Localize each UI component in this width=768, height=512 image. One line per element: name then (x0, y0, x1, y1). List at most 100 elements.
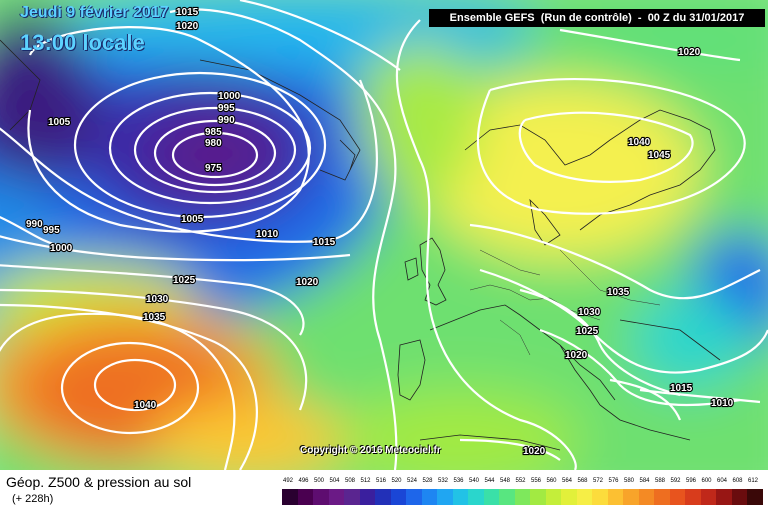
scale-label: 576 (608, 478, 619, 484)
isobar-label: 1015 (670, 383, 693, 394)
scale-swatch (685, 489, 701, 505)
scale-swatch (328, 489, 344, 505)
isobar-label: 1025 (173, 275, 196, 286)
scale-swatch (731, 489, 747, 505)
scale-swatch (669, 489, 685, 505)
isobar-label: 1000 (50, 243, 73, 254)
isobar-label: 1030 (578, 307, 601, 318)
scale-label: 532 (437, 478, 448, 484)
lead-time: (+ 228h) (12, 493, 54, 505)
scale-label: 492 (282, 478, 293, 484)
isobar-label: 1035 (143, 312, 166, 323)
isobar-label: 1030 (146, 294, 169, 305)
scale-swatch (607, 489, 623, 505)
isobar-label: 1020 (296, 277, 319, 288)
isobar-label: 1025 (576, 326, 599, 337)
scale-label: 552 (515, 478, 526, 484)
scale-swatch (623, 489, 639, 505)
isobar-label: 980 (205, 138, 222, 149)
forecast-date: Jeudi 9 février 2017 (20, 4, 169, 21)
isobar-label: 1035 (607, 287, 630, 298)
scale-label: 572 (592, 478, 603, 484)
isobar-label: 1015 (313, 237, 336, 248)
scale-swatch (406, 489, 422, 505)
scale-label: 548 (499, 478, 510, 484)
scale-swatch (421, 489, 437, 505)
isobar-label: 995 (43, 225, 60, 236)
scale-label: 608 (732, 478, 743, 484)
scale-swatch (638, 489, 654, 505)
isobar-label: 1020 (176, 21, 199, 32)
scale-label: 580 (623, 478, 634, 484)
scale-label: 504 (329, 478, 340, 484)
isobar-label: 975 (205, 163, 222, 174)
scale-label: 596 (685, 478, 696, 484)
chart-title: Géop. Z500 & pression au sol (6, 474, 192, 490)
run-info-banner: Ensemble GEFS (Run de contrôle) - 00 Z d… (429, 9, 765, 27)
scale-label: 592 (670, 478, 681, 484)
scale-label: 512 (360, 478, 371, 484)
isobar-label: 1010 (711, 398, 734, 409)
scale-label: 600 (701, 478, 712, 484)
scale-swatch (592, 489, 608, 505)
scale-swatch (716, 489, 732, 505)
scale-swatch (483, 489, 499, 505)
isobar-label: 1005 (48, 117, 71, 128)
scale-label: 496 (298, 478, 309, 484)
isobars (0, 0, 768, 470)
scale-swatch (437, 489, 453, 505)
scale-swatch (747, 489, 763, 505)
scale-label: 604 (716, 478, 727, 484)
scale-label: 560 (546, 478, 557, 484)
isobar-label: 1045 (648, 150, 671, 161)
isobar-label: 985 (205, 127, 222, 138)
scale-label: 516 (375, 478, 386, 484)
scale-label: 524 (406, 478, 417, 484)
scale-swatch (514, 489, 530, 505)
scale-label: 536 (453, 478, 464, 484)
isobar-label: 1040 (628, 137, 651, 148)
isobar-label: 1010 (256, 229, 279, 240)
scale-swatch (390, 489, 406, 505)
isobar-label: 1020 (565, 350, 588, 361)
scale-swatch (313, 489, 329, 505)
scale-label: 584 (639, 478, 650, 484)
scale-label: 588 (654, 478, 665, 484)
isobar-label: 990 (26, 219, 43, 230)
scale-label: 500 (313, 478, 324, 484)
scale-label: 528 (422, 478, 433, 484)
scale-swatch (344, 489, 360, 505)
isobar-label: 990 (218, 115, 235, 126)
scale-label: 508 (344, 478, 355, 484)
scale-swatch (452, 489, 468, 505)
copyright-notice: Copyright © 2016 Meteociel.fr (300, 445, 441, 456)
scale-swatch (576, 489, 592, 505)
scale-label: 568 (577, 478, 588, 484)
isobar-label: 1020 (523, 446, 546, 457)
scale-label: 520 (391, 478, 402, 484)
scale-swatch (654, 489, 670, 505)
isobar-label: 1015 (176, 7, 199, 18)
scale-swatch (561, 489, 577, 505)
scale-swatch (545, 489, 561, 505)
isobar-label: 1020 (678, 47, 701, 58)
isobar-label: 1040 (134, 400, 157, 411)
isobar-label: 995 (218, 103, 235, 114)
isobar-label: 1000 (218, 91, 241, 102)
scale-swatch (359, 489, 375, 505)
scale-swatch (700, 489, 716, 505)
scale-label: 544 (484, 478, 495, 484)
scale-swatch (375, 489, 391, 505)
z500-pressure-map: 1015 1020 1005 1000 995 990 985 980 975 … (0, 0, 768, 470)
scale-swatch (530, 489, 546, 505)
isobar-labels: 1015 1020 1005 1000 995 990 985 980 975 … (25, 6, 735, 458)
scale-swatch (297, 489, 313, 505)
scale-swatch (282, 489, 298, 505)
scale-label: 556 (530, 478, 541, 484)
scale-label: 564 (561, 478, 572, 484)
scale-label: 612 (747, 478, 758, 484)
forecast-local-time: 13:00 locale (20, 30, 145, 55)
scale-swatch (468, 489, 484, 505)
scale-swatch (499, 489, 515, 505)
